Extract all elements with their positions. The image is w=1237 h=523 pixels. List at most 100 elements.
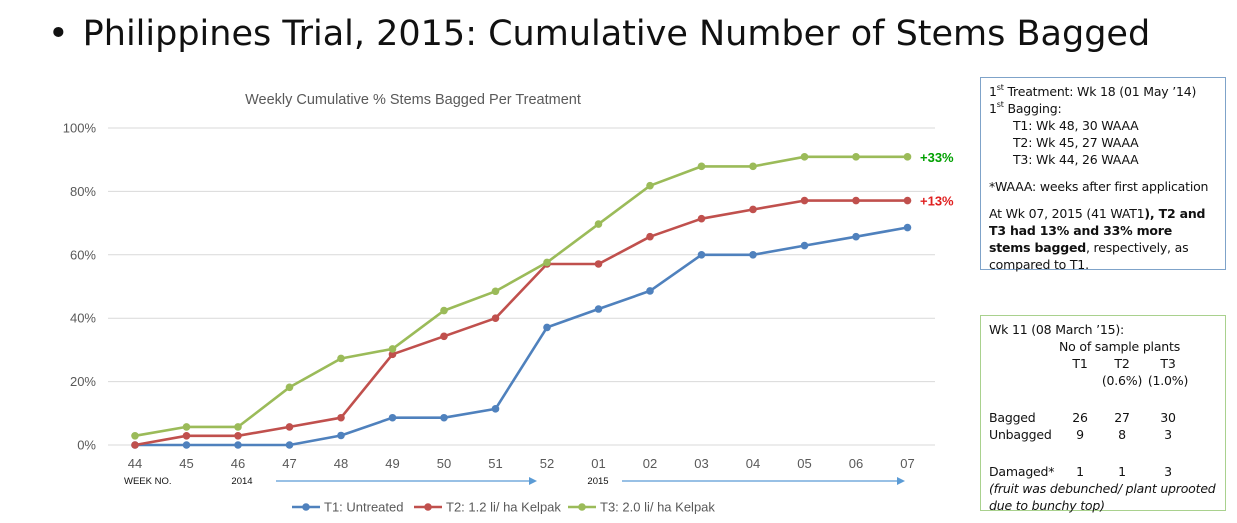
data-point-t3 xyxy=(697,162,706,171)
y-tick-label: 60% xyxy=(70,247,96,262)
legend-marker-t3 xyxy=(578,503,586,511)
data-point-t1 xyxy=(285,441,294,449)
legend-label-t1: T1: Untreated xyxy=(324,500,404,515)
waaa-note: *WAAA: weeks after first application xyxy=(989,179,1209,194)
y-tick-label: 80% xyxy=(70,184,96,199)
week-no-label: WEEK NO. xyxy=(124,476,172,487)
first-treatment-line: 1st Treatment: Wk 18 (01 May ’14) xyxy=(989,82,1197,99)
data-point-t3 xyxy=(543,258,551,267)
data-point-t3 xyxy=(491,287,500,296)
chart-title: Weekly Cumulative % Stems Bagged Per Tre… xyxy=(245,92,581,108)
series-line-t2 xyxy=(134,199,908,447)
damaged-row: Damaged* 1 1 3 xyxy=(989,464,1172,479)
col-headers: T1 T2 T3 xyxy=(1072,356,1176,371)
x-tick-label: 52 xyxy=(540,456,554,471)
series-line-t1 xyxy=(135,226,908,447)
title-text: Philippines Trial, 2015: Cumulative Numb… xyxy=(82,14,1151,54)
x-tick-label: 01 xyxy=(591,456,605,471)
treatment-info-box: 1st Treatment: Wk 18 (01 May ’14) 1st Ba… xyxy=(980,77,1226,272)
data-point-t1 xyxy=(903,223,912,232)
data-point-t2 xyxy=(697,214,706,223)
x-tick-label: 02 xyxy=(643,456,657,471)
data-point-t3 xyxy=(440,306,448,315)
data-point-t1 xyxy=(491,405,500,413)
year-2015-arrow-head xyxy=(897,477,905,485)
data-point-t1 xyxy=(852,232,860,241)
x-tick-label: 46 xyxy=(231,456,245,471)
data-point-t3 xyxy=(594,220,603,228)
t3-bagging: T3: Wk 44, 26 WAAA xyxy=(1013,152,1139,167)
legend-label-t2: T2: 1.2 li/ ha Kelpak xyxy=(446,500,561,515)
x-tick-label: 51 xyxy=(488,456,502,471)
x-tick-label: 49 xyxy=(385,456,399,471)
x-tick-label: 03 xyxy=(694,456,708,471)
data-point-t1 xyxy=(182,441,191,449)
first-bagging-line: 1st Bagging: xyxy=(989,99,1062,116)
sample-plants-box: Wk 11 (08 March ’15): No of sample plant… xyxy=(980,315,1226,513)
data-point-t2 xyxy=(234,432,242,440)
data-point-t2 xyxy=(594,260,603,268)
line-chart: Weekly Cumulative % Stems Bagged Per Tre… xyxy=(63,92,954,515)
data-point-t3 xyxy=(388,345,397,353)
data-point-t2 xyxy=(285,423,294,431)
data-point-t3 xyxy=(234,423,242,431)
year-label-2015: 2015 xyxy=(587,476,608,487)
data-point-t2 xyxy=(749,205,757,214)
x-tick-label: 06 xyxy=(849,456,863,471)
x-tick-label: 50 xyxy=(437,456,451,471)
title-bullet: • xyxy=(48,14,69,54)
data-point-t1 xyxy=(440,413,448,422)
slide-title: • Philippines Trial, 2015: Cumulative Num… xyxy=(48,14,1150,54)
data-point-t1 xyxy=(388,413,397,422)
data-point-t2 xyxy=(388,350,397,359)
x-tick-label: 44 xyxy=(128,456,142,471)
damaged-note: (fruit was debunched/ plant uprooted due… xyxy=(989,481,1216,513)
data-point-t2 xyxy=(852,196,860,205)
data-point-t2 xyxy=(903,196,912,205)
data-point-t2 xyxy=(182,432,191,440)
data-point-t1 xyxy=(594,305,603,313)
legend-marker-t1 xyxy=(302,503,310,511)
col-percents: (0.6%) (1.0%) xyxy=(1101,373,1189,388)
data-point-t1 xyxy=(337,431,345,440)
x-tick-label: 07 xyxy=(900,456,914,471)
data-point-t2 xyxy=(337,413,345,422)
end-annotation: +33% xyxy=(920,150,954,165)
year-2014-arrow-head xyxy=(529,477,537,485)
data-point-t3 xyxy=(285,383,294,392)
data-point-t2 xyxy=(800,196,809,205)
sample-subheader: No of sample plants xyxy=(1059,339,1181,354)
end-annotation: +13% xyxy=(920,194,954,209)
legend-label-t3: T3: 2.0 li/ ha Kelpak xyxy=(600,500,715,515)
t1-bagging: T1: Wk 48, 30 WAAA xyxy=(1013,118,1139,133)
y-tick-label: 20% xyxy=(70,374,96,389)
data-point-t3 xyxy=(903,153,912,161)
series-line-t3 xyxy=(134,155,908,438)
data-point-t1 xyxy=(800,241,809,250)
data-point-t1 xyxy=(543,323,551,332)
data-point-t3 xyxy=(800,153,809,161)
x-tick-label: 45 xyxy=(179,456,193,471)
y-tick-label: 100% xyxy=(63,121,97,136)
data-point-t3 xyxy=(749,162,757,171)
data-point-t2 xyxy=(491,314,500,323)
data-point-t3 xyxy=(182,423,191,431)
y-tick-label: 40% xyxy=(70,311,96,326)
data-point-t1 xyxy=(234,441,242,449)
legend-marker-t2 xyxy=(424,503,432,511)
x-tick-label: 47 xyxy=(282,456,296,471)
data-point-t1 xyxy=(697,251,706,259)
x-tick-label: 48 xyxy=(334,456,348,471)
data-point-t2 xyxy=(440,332,448,341)
bagged-row: Bagged 26 27 30 xyxy=(989,410,1176,425)
x-tick-label: 04 xyxy=(746,456,760,471)
t2-bagging: T2: Wk 45, 27 WAAA xyxy=(1013,135,1139,150)
data-point-t1 xyxy=(646,287,654,295)
data-point-t2 xyxy=(646,232,654,241)
unbagged-row: Unbagged 9 8 3 xyxy=(989,427,1172,442)
data-point-t1 xyxy=(749,251,757,259)
data-point-t3 xyxy=(337,354,345,363)
y-tick-label: 0% xyxy=(77,438,96,453)
data-point-t3 xyxy=(852,153,860,161)
data-point-t3 xyxy=(131,432,139,440)
